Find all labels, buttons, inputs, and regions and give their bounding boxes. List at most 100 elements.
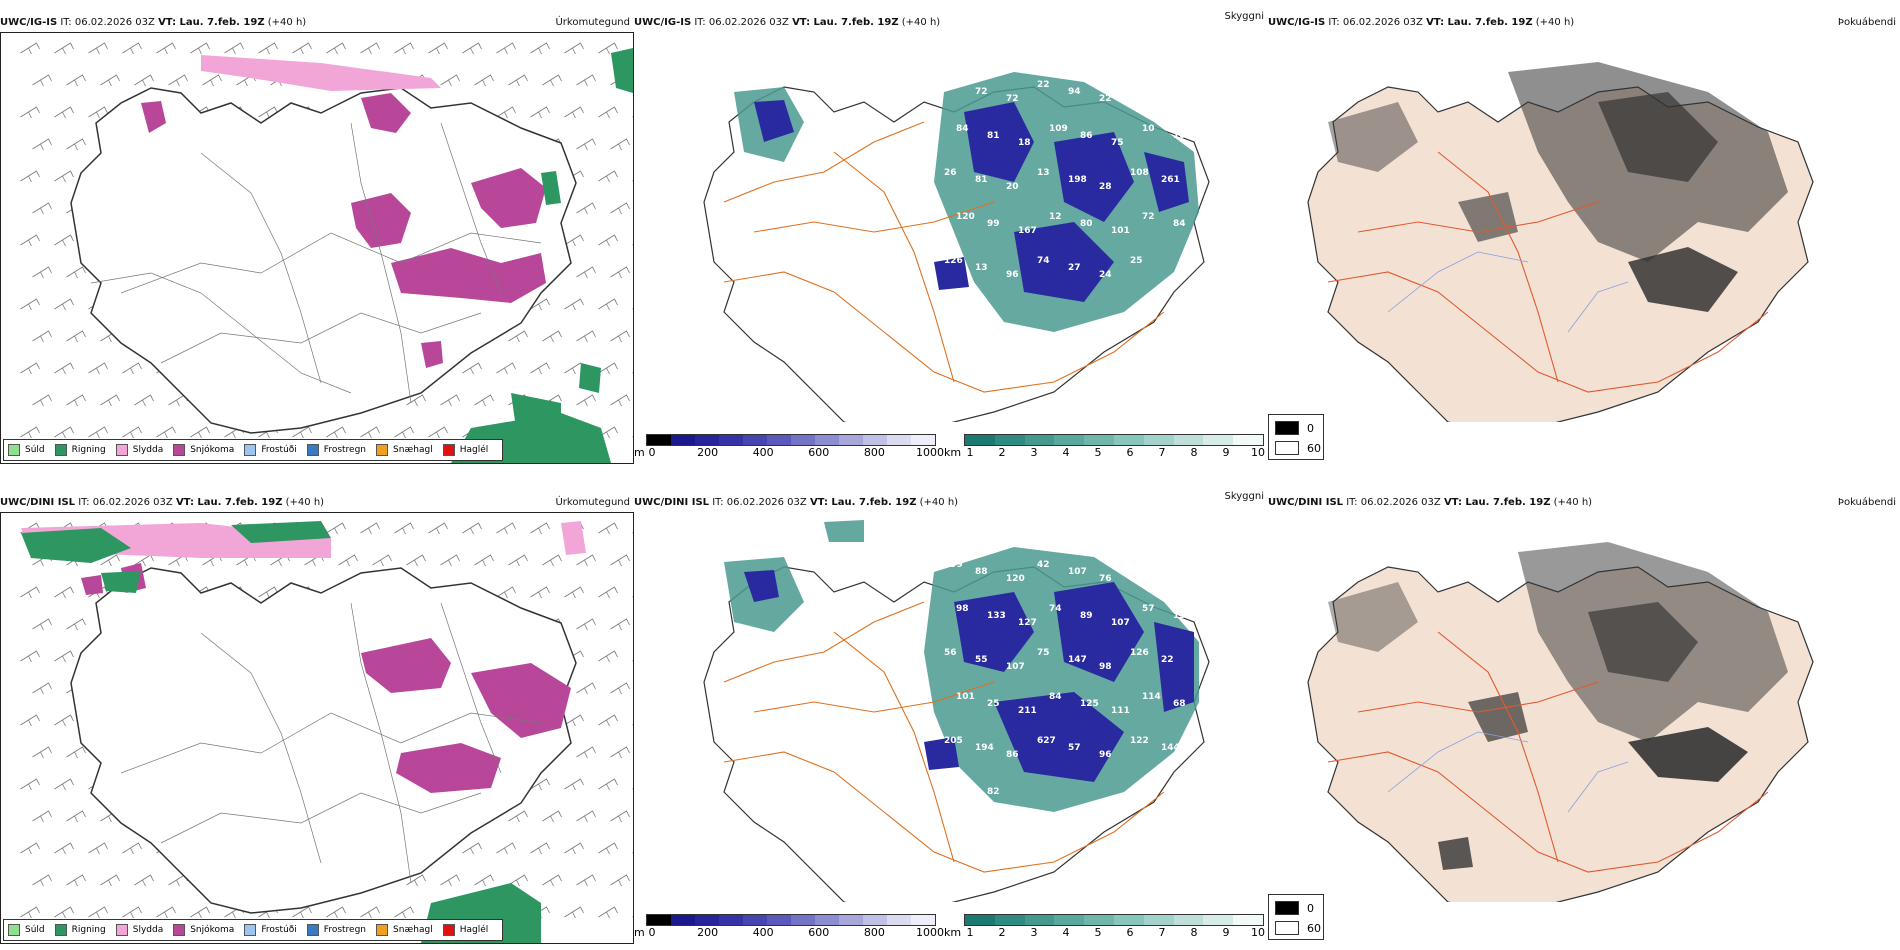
wind-barb — [122, 426, 142, 439]
fog-map[interactable] — [1268, 512, 1900, 944]
fog-map-svg — [1307, 62, 1814, 422]
wind-barb — [258, 42, 278, 55]
legend-item: Snæhagl — [376, 444, 433, 456]
colorbar-tick: 600 — [808, 926, 830, 939]
wind-barb — [496, 522, 516, 535]
colorbar-tick: 3 — [1030, 446, 1038, 459]
rivers — [1387, 251, 1629, 333]
legend-item: Frostregn — [306, 924, 366, 936]
wind-barb — [496, 586, 516, 599]
wind-barb — [54, 106, 74, 119]
visibility-value-label: 126 — [1130, 648, 1149, 658]
visibility-value-label: 57 — [1142, 604, 1155, 614]
wind-barb — [54, 586, 74, 599]
wind-barb — [462, 842, 482, 855]
legend-label: Slydda — [132, 445, 164, 455]
fog-legend-label: 60 — [1307, 441, 1321, 455]
legend-swatch — [306, 444, 319, 456]
legend-item: Súld — [8, 924, 45, 936]
legend-label: Haglél — [459, 925, 489, 935]
wind-barb — [54, 906, 74, 919]
colorbar-tick: 10 — [1251, 926, 1265, 939]
parameter-name: Skyggni — [1224, 491, 1264, 502]
wind-barb — [576, 682, 596, 695]
visibility-value-label: 22 — [1161, 655, 1174, 665]
visibility-value-label: 57 — [1068, 743, 1081, 753]
legend-swatch — [442, 444, 455, 456]
colorbar-segment — [791, 915, 815, 925]
wind-barb — [632, 788, 633, 790]
wind-barb — [610, 394, 630, 407]
wind-barb — [394, 522, 414, 535]
fog-shading — [1328, 542, 1788, 870]
wind-barb — [66, 266, 86, 279]
fog-map[interactable] — [1268, 32, 1900, 464]
wind-barb — [32, 810, 52, 823]
visibility-value-label: 133 — [987, 611, 1006, 621]
height-unit: m — [634, 926, 645, 939]
panel-header: UWC/IG-IS IT: 06.02.2026 03Z VT: Lau. 7.… — [634, 11, 1268, 32]
wind-barb — [564, 298, 584, 311]
lead-time: (+40 h) — [919, 497, 959, 508]
visibility-value-label: 13 — [975, 263, 988, 273]
colorbar-tick: 1 — [966, 446, 974, 459]
wind-barb — [576, 202, 596, 215]
visibility-value-label: 111 — [1111, 706, 1130, 716]
visibility-unit: km — [944, 926, 962, 939]
precip-map[interactable]: Súld Rigning Slydda Snjókoma Frostúði Frostre… — [0, 512, 634, 944]
wind-barb — [54, 778, 74, 791]
colorbar-segment — [1203, 915, 1234, 925]
valid-time: VT: Lau. 7.feb. 19Z — [1443, 497, 1551, 508]
visibility-value-label: 20 — [1006, 182, 1019, 192]
fog-indicator-panel-row1: UWC/IG-IS IT: 06.02.2026 03Z VT: Lau. 7.… — [1268, 14, 1900, 464]
wind-barb — [564, 234, 584, 247]
model-label: UWC/IG-IS — [634, 17, 692, 28]
colorbar-segment — [863, 915, 887, 925]
lead-time: (+40 h) — [1535, 17, 1575, 28]
colorbar-tick: 0 — [648, 926, 656, 939]
wind-barb — [576, 138, 596, 151]
colorbar-segment — [1024, 435, 1055, 445]
lead-time: (+40 h) — [267, 17, 307, 28]
height-unit: m — [634, 446, 645, 459]
fog-legend-swatch — [1275, 901, 1299, 915]
wind-barb — [20, 234, 40, 247]
visibility-map-svg: 225 72 72 22 94 22 84 83 84 81 18 109 86 75 10 105 26 81 2… — [703, 72, 1210, 422]
visibility-value-label: 74 — [1037, 256, 1050, 266]
parameter-name: Úrkomutegund — [555, 17, 630, 28]
visibility-value-label: 81 — [975, 175, 988, 185]
wind-barb — [428, 522, 448, 535]
colorbar-tick: 200 — [697, 926, 719, 939]
wind-barb — [32, 874, 52, 887]
colorbar-segment — [1203, 435, 1234, 445]
wind-barb — [508, 874, 528, 887]
visibility-value-label: 25 — [1130, 256, 1143, 266]
wind-barb — [32, 746, 52, 759]
visibility-map[interactable]: 225 72 72 22 94 22 84 83 84 81 18 109 86 75 10 105 26 81 2… — [634, 32, 1268, 464]
legend-item: Rigning — [54, 444, 106, 456]
wind-barb — [632, 308, 633, 310]
colorbar-segment — [965, 435, 995, 445]
height-colorbar: m 0 200 400 600 800 1000 — [634, 914, 944, 944]
sleet-areas — [201, 55, 441, 91]
visibility-value-label: 120 — [956, 212, 975, 222]
parameter-name: Þokuábendi — [1837, 17, 1896, 28]
wind-barb — [54, 170, 74, 183]
panel-header: UWC/DINI ISL IT: 06.02.2026 03Z VT: Lau.… — [0, 494, 634, 512]
colorbar-tick: 8 — [1190, 926, 1198, 939]
wind-barb — [134, 394, 154, 407]
visibility-value-label: 84 — [1173, 219, 1186, 229]
init-time: IT: 06.02.2026 03Z — [1328, 17, 1423, 28]
visibility-value-label: 132 — [1173, 611, 1192, 621]
visibility-map[interactable]: 199 88 120 42 107 76 94 12 98 133 127 74 89 107 57 132 5… — [634, 512, 1268, 944]
wind-barb — [632, 660, 633, 662]
colorbar-tick: 9 — [1222, 446, 1230, 459]
visibility-value-label: 27 — [1068, 263, 1081, 273]
legend-label: Slydda — [132, 925, 164, 935]
legend-swatch — [8, 444, 20, 456]
visibility-value-label: 12 — [1161, 567, 1174, 577]
wind-barb — [54, 362, 74, 375]
precip-map[interactable]: Súld Rigning Slydda Snjókoma Frostúði Frostre… — [0, 32, 634, 464]
legend-swatch — [173, 444, 186, 456]
legend-label: Haglél — [459, 445, 489, 455]
